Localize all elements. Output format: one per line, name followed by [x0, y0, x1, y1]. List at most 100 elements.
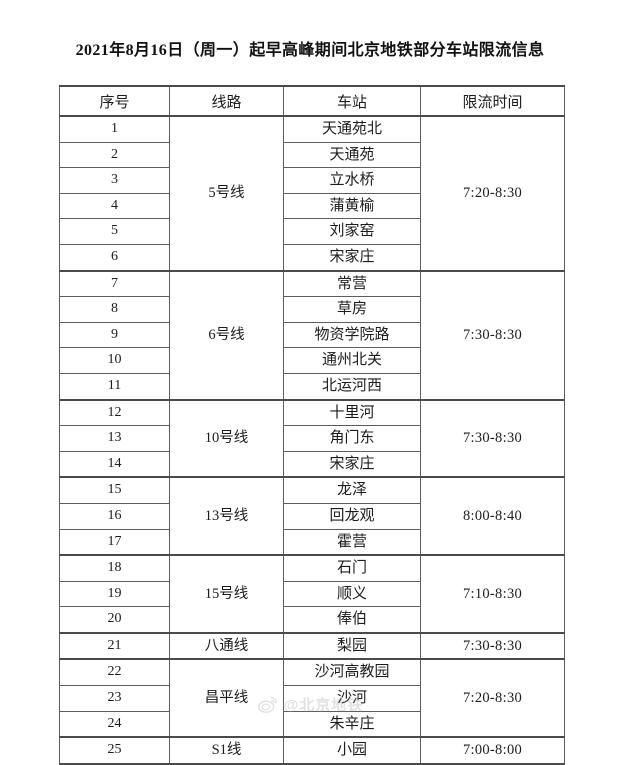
- cell-station-name: 立水桥: [283, 167, 421, 194]
- weibo-icon: [257, 694, 278, 715]
- table-header: 序号 线路 车站 限流时间: [59, 85, 565, 117]
- cell-line-name: 八通线: [169, 631, 284, 660]
- cell-sequence-number: 12: [59, 398, 170, 427]
- cell-limit-time: 7:00-8:00: [420, 736, 565, 765]
- cell-station-name: 小园: [283, 736, 421, 765]
- table-row: 21 八通线 梨园 7:30-8:30: [59, 631, 565, 660]
- cell-station-name: 常营: [283, 269, 421, 298]
- cell-line-name: 昌平线: [169, 658, 284, 738]
- cell-station-name: 顺义: [283, 580, 421, 608]
- table-row: 25 S1线 小园 7:00-8:00: [59, 736, 565, 765]
- cell-station-name: 刘家窑: [283, 218, 421, 245]
- cell-sequence-number: 10: [59, 347, 170, 374]
- cell-station-name: 石门: [283, 554, 421, 582]
- cell-station-name: 北运河西: [283, 372, 421, 401]
- table-row: 22 昌平线 沙河高教园 7:20-8:30: [59, 658, 565, 738]
- cell-station-name: 沙河: [283, 685, 421, 712]
- cell-limit-time: 7:30-8:30: [420, 269, 565, 401]
- table-row: 20 俸伯: [59, 606, 565, 634]
- cell-station-name: 霍营: [283, 528, 421, 556]
- cell-line-name: 13号线: [169, 476, 284, 556]
- cell-sequence-number: 4: [59, 192, 170, 220]
- cell-station-name: 蒲黄榆: [283, 192, 421, 220]
- cell-sequence-number: 17: [59, 528, 170, 556]
- cell-line-name: 15号线: [169, 554, 284, 634]
- table-row: 14 宋家庄: [59, 450, 565, 478]
- cell-station-name: 宋家庄: [283, 243, 421, 272]
- watermark-handle: @北京地铁: [283, 697, 364, 714]
- cell-limit-time: 7:10-8:30: [420, 554, 565, 634]
- table-row: 17 霍营: [59, 528, 565, 556]
- table-row: 10 通州北关: [59, 347, 565, 374]
- table-row: 1 5号线 天通苑北 7:20-8:30: [59, 114, 565, 272]
- cell-sequence-number: 22: [59, 658, 170, 687]
- cell-station-name: 梨园: [283, 631, 421, 660]
- table-body: 1 5号线 天通苑北 7:20-8:30 2 天通苑 3 立水桥 4 蒲黄榆 5 刘家窑 6 宋家庄 7 6号…: [59, 114, 565, 765]
- cell-sequence-number: 1: [59, 114, 170, 143]
- cell-sequence-number: 15: [59, 476, 170, 504]
- cell-sequence-number: 9: [59, 321, 170, 349]
- table-row: 15 13号线 龙泽 8:00-8:40: [59, 476, 565, 556]
- cell-sequence-number: 11: [59, 372, 170, 401]
- cell-station-name: 角门东: [283, 425, 421, 452]
- cell-station-name: 沙河高教园: [283, 658, 421, 687]
- cell-station-name: 回龙观: [283, 502, 421, 530]
- table-row: 19 顺义: [59, 580, 565, 608]
- table-row: 7 6号线 常营 7:30-8:30: [59, 269, 565, 401]
- cell-station-name: 天通苑北: [283, 114, 421, 143]
- cell-limit-time: 8:00-8:40: [420, 476, 565, 556]
- cell-sequence-number: 21: [59, 631, 170, 660]
- cell-sequence-number: 24: [59, 710, 170, 738]
- table-row: 3 立水桥: [59, 167, 565, 194]
- cell-sequence-number: 19: [59, 580, 170, 608]
- table-row: 9 物资学院路: [59, 321, 565, 349]
- cell-limit-time: 7:30-8:30: [420, 398, 565, 478]
- cell-sequence-number: 5: [59, 218, 170, 245]
- document-page: 2021年8月16日（周一）起早高峰期间北京地铁部分车站限流信息 序号 线路 车…: [0, 42, 620, 765]
- table-row: 2 天通苑: [59, 141, 565, 169]
- cell-sequence-number: 6: [59, 243, 170, 272]
- cell-station-name: 天通苑: [283, 141, 421, 169]
- table-row: 18 15号线 石门 7:10-8:30: [59, 554, 565, 634]
- table-row: 12 10号线 十里河 7:30-8:30: [59, 398, 565, 478]
- table-row: 16 回龙观: [59, 502, 565, 530]
- cell-sequence-number: 7: [59, 269, 170, 298]
- cell-sequence-number: 3: [59, 167, 170, 194]
- cell-limit-time: 7:30-8:30: [420, 631, 565, 660]
- table-header-row: 序号 线路 车站 限流时间: [59, 85, 565, 117]
- column-header-no: 序号: [59, 85, 170, 117]
- watermark: @北京地铁: [0, 694, 620, 715]
- cell-station-name: 草房: [283, 296, 421, 323]
- table-row: 6 宋家庄: [59, 243, 565, 272]
- table-row: 23 沙河: [59, 685, 565, 712]
- cell-sequence-number: 13: [59, 425, 170, 452]
- table-row: 5 刘家窑: [59, 218, 565, 245]
- cell-station-name: 十里河: [283, 398, 421, 427]
- cell-sequence-number: 23: [59, 685, 170, 712]
- table-row: 13 角门东: [59, 425, 565, 452]
- cell-line-name: S1线: [169, 736, 284, 765]
- cell-limit-time: 7:20-8:30: [420, 658, 565, 738]
- column-header-station: 车站: [283, 85, 421, 117]
- cell-station-name: 通州北关: [283, 347, 421, 374]
- table-row: 24 朱辛庄: [59, 710, 565, 738]
- cell-line-name: 5号线: [169, 115, 284, 272]
- cell-station-name: 朱辛庄: [283, 710, 421, 738]
- cell-sequence-number: 18: [59, 554, 170, 582]
- cell-station-name: 俸伯: [283, 606, 421, 634]
- cell-line-name: 10号线: [169, 398, 284, 478]
- page-title: 2021年8月16日（周一）起早高峰期间北京地铁部分车站限流信息: [75, 42, 545, 59]
- cell-sequence-number: 16: [59, 502, 170, 530]
- cell-sequence-number: 25: [59, 736, 170, 765]
- cell-station-name: 宋家庄: [283, 450, 421, 478]
- cell-limit-time: 7:20-8:30: [420, 115, 565, 272]
- cell-station-name: 龙泽: [283, 476, 421, 504]
- column-header-time: 限流时间: [420, 85, 565, 117]
- cell-sequence-number: 8: [59, 296, 170, 323]
- limit-table-wrapper: 序号 线路 车站 限流时间 1 5号线 天通苑北 7:20-8:30 2 天通苑 3 立水桥 4…: [59, 85, 565, 765]
- cell-line-name: 6号线: [169, 269, 284, 401]
- cell-sequence-number: 20: [59, 606, 170, 634]
- column-header-line: 线路: [169, 85, 284, 117]
- subway-limit-table: 序号 线路 车站 限流时间 1 5号线 天通苑北 7:20-8:30 2 天通苑 3 立水桥 4…: [59, 85, 565, 765]
- cell-station-name: 物资学院路: [283, 321, 421, 349]
